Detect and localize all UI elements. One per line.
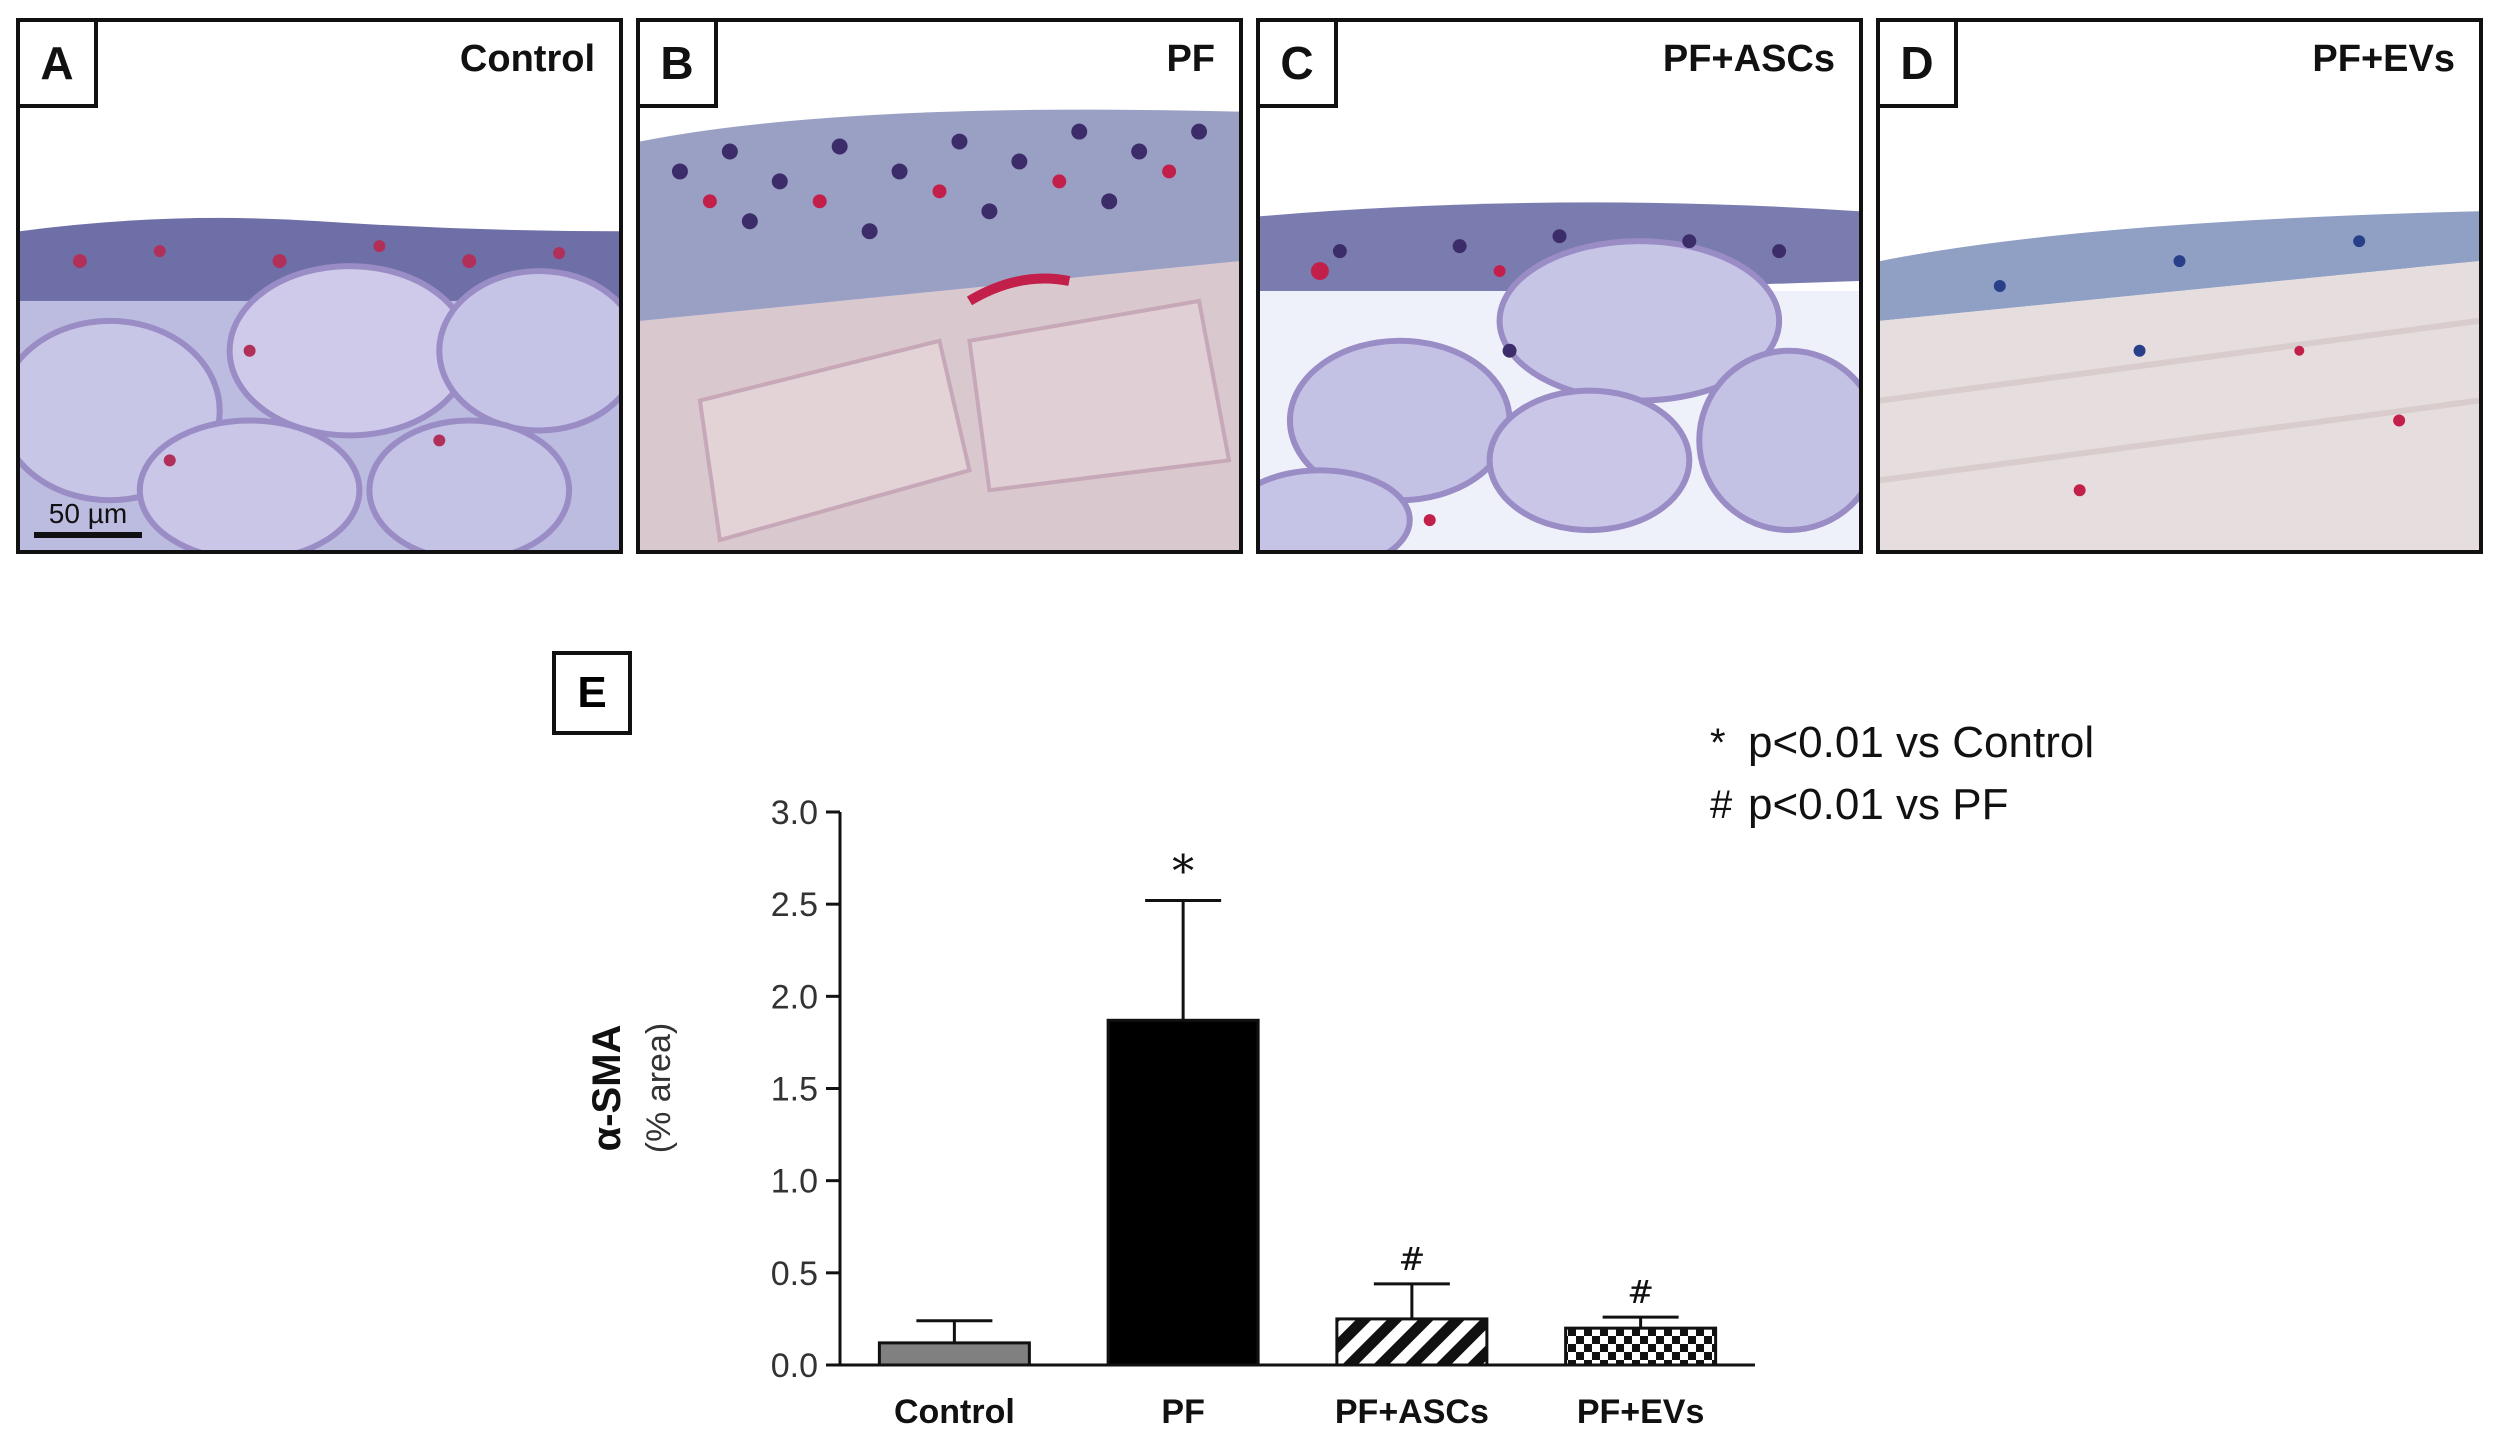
panel-letter-c: C [1260, 22, 1338, 108]
bar-pf [1106, 1018, 1260, 1367]
panel-letter-d: D [1880, 22, 1958, 108]
legend-item-pf: # p<0.01 vs PF [1710, 774, 2094, 836]
pf-tissue-image [640, 22, 1239, 550]
micrograph-panel-a: A Control 50 µm [16, 18, 623, 554]
micrograph-panel-b: B PF [636, 18, 1243, 554]
y-axis-label: α-SMA [585, 1025, 629, 1152]
x-tick-label: Control [894, 1393, 1015, 1431]
scale-bar-label: 50 µm [48, 498, 128, 529]
micrograph-panel-c: C PF+ASCs [1256, 18, 1863, 554]
hash-symbol: # [1710, 783, 1733, 827]
panel-title-b: PF [1166, 38, 1215, 80]
y-tick-label: 1.0 [771, 1163, 818, 1201]
significance-mark: * [1172, 846, 1194, 897]
panel-title-c: PF+ASCs [1662, 38, 1835, 80]
y-tick-label: 2.0 [771, 978, 818, 1016]
legend-item-control: * p<0.01 vs Control [1710, 712, 2094, 774]
bar-control [877, 1341, 1031, 1367]
scale-bar: 50 µm [34, 498, 142, 538]
x-tick-label: PF+EVs [1577, 1393, 1705, 1431]
legend-text-control: p<0.01 vs Control [1748, 718, 2095, 767]
bar-pfascs [1335, 1317, 1489, 1367]
significance-mark: # [1398, 1240, 1425, 1278]
panel-letter-a: A [20, 22, 98, 108]
y-axis-sublabel: (% area) [640, 1023, 678, 1153]
x-tick-label: PF [1161, 1393, 1204, 1431]
significance-legend: * p<0.01 vs Control # p<0.01 vs PF [1710, 712, 2094, 836]
y-tick-label: 0.0 [771, 1347, 818, 1385]
y-tick-label: 3.0 [771, 794, 818, 832]
panel-title-d: PF+EVs [2312, 38, 2455, 80]
micrograph-panel-d: D PF+EVs [1876, 18, 2483, 554]
scale-bar-line [34, 532, 142, 538]
asterisk-symbol: * [1710, 721, 1726, 765]
y-tick-label: 0.5 [771, 1255, 818, 1293]
panel-letter-b: B [640, 22, 718, 108]
panel-letter-e: E [552, 651, 632, 735]
panel-title-a: Control [459, 38, 595, 80]
bar-pfevs [1564, 1326, 1718, 1367]
pf-ascs-tissue-image [1260, 22, 1859, 550]
significance-mark: # [1627, 1273, 1654, 1311]
y-tick-label: 2.5 [771, 886, 818, 924]
x-tick-label: PF+ASCs [1335, 1393, 1489, 1431]
control-tissue-image [20, 22, 619, 550]
legend-text-pf: p<0.01 vs PF [1748, 780, 2009, 829]
y-tick-label: 1.5 [771, 1071, 818, 1109]
pf-evs-tissue-image [1880, 22, 2479, 550]
